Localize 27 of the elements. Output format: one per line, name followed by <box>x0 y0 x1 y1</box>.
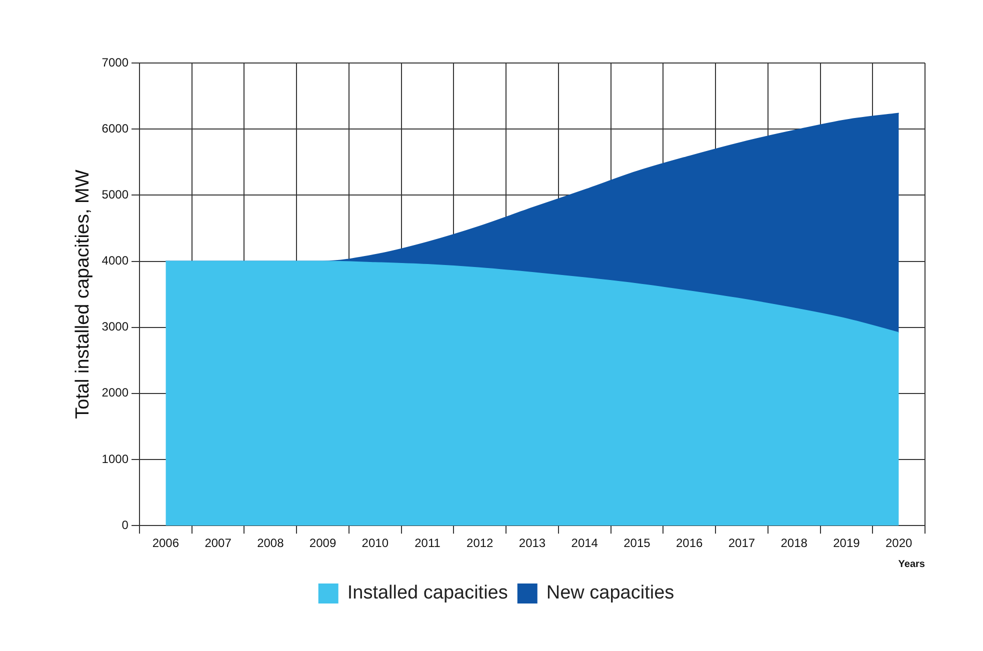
x-tick-label: 2009 <box>309 536 336 550</box>
legend-label: Installed capacities <box>347 582 508 604</box>
y-tick-label: 4000 <box>102 254 129 268</box>
y-tick-label: 5000 <box>102 187 129 202</box>
x-tick-label: 2006 <box>152 536 180 550</box>
x-tick-label: 2017 <box>728 536 756 550</box>
y-tick-label: 0 <box>122 518 129 532</box>
x-axis-title: Years <box>898 558 926 570</box>
y-tick-label: 2000 <box>102 386 129 400</box>
x-tick-label: 2007 <box>204 536 232 550</box>
x-tick-label: 2013 <box>518 536 546 550</box>
x-tick-label: 2012 <box>466 536 494 550</box>
x-tick-label: 2016 <box>676 536 704 550</box>
x-tick-label: 2008 <box>257 536 284 550</box>
x-tick-label: 2019 <box>833 536 860 550</box>
x-tick-label: 2014 <box>571 536 598 550</box>
y-tick-label: 7000 <box>102 55 129 70</box>
x-tick-label: 2011 <box>414 536 441 550</box>
x-tick-label: 2015 <box>624 536 651 550</box>
x-tick-label: 2020 <box>885 536 912 550</box>
y-tick-label: 6000 <box>102 121 129 136</box>
x-tick-label: 2010 <box>362 536 389 550</box>
y-tick-label: 3000 <box>102 320 129 334</box>
y-axis-title: Total installed capacities, MW <box>72 170 94 419</box>
x-tick-label: 2018 <box>780 536 808 550</box>
legend-label: New capacities <box>546 582 674 604</box>
y-tick-label: 1000 <box>102 452 129 466</box>
